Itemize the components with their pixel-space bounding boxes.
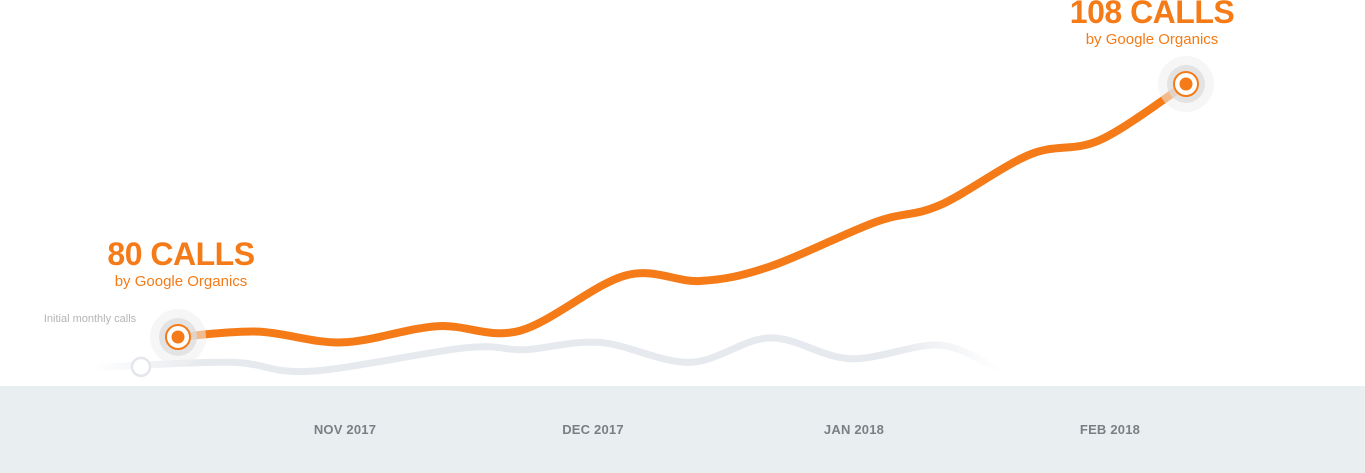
end-point-marker	[1179, 77, 1193, 91]
point-markers	[130, 56, 1214, 378]
start-point-marker	[171, 330, 185, 344]
series-line-initial-calls	[88, 334, 1004, 376]
series-line-google-organic-calls	[174, 80, 1190, 347]
x-tick-label-jan-2018: JAN 2018	[823, 422, 885, 437]
baseline-start-marker	[130, 356, 152, 378]
end-value-callout: 108 CALLS by Google Organics	[1068, 0, 1236, 50]
initial-monthly-calls-note: Initial monthly calls	[43, 313, 137, 325]
x-tick-label-feb-2018: FEB 2018	[1079, 422, 1141, 437]
x-tick-label-dec-2017: DEC 2017	[562, 422, 624, 437]
x-tick-label-nov-2017: NOV 2017	[313, 422, 377, 437]
start-value-subtitle: by Google Organics	[114, 273, 248, 290]
x-axis-band	[0, 386, 1365, 473]
end-value-label: 108 CALLS	[1069, 0, 1235, 30]
series-lines	[88, 80, 1190, 376]
end-value-subtitle: by Google Organics	[1085, 31, 1219, 48]
grid-lines	[179, 170, 1189, 386]
start-value-callout: 80 CALLS by Google Organics	[101, 238, 261, 292]
start-value-label: 80 CALLS	[107, 236, 255, 272]
